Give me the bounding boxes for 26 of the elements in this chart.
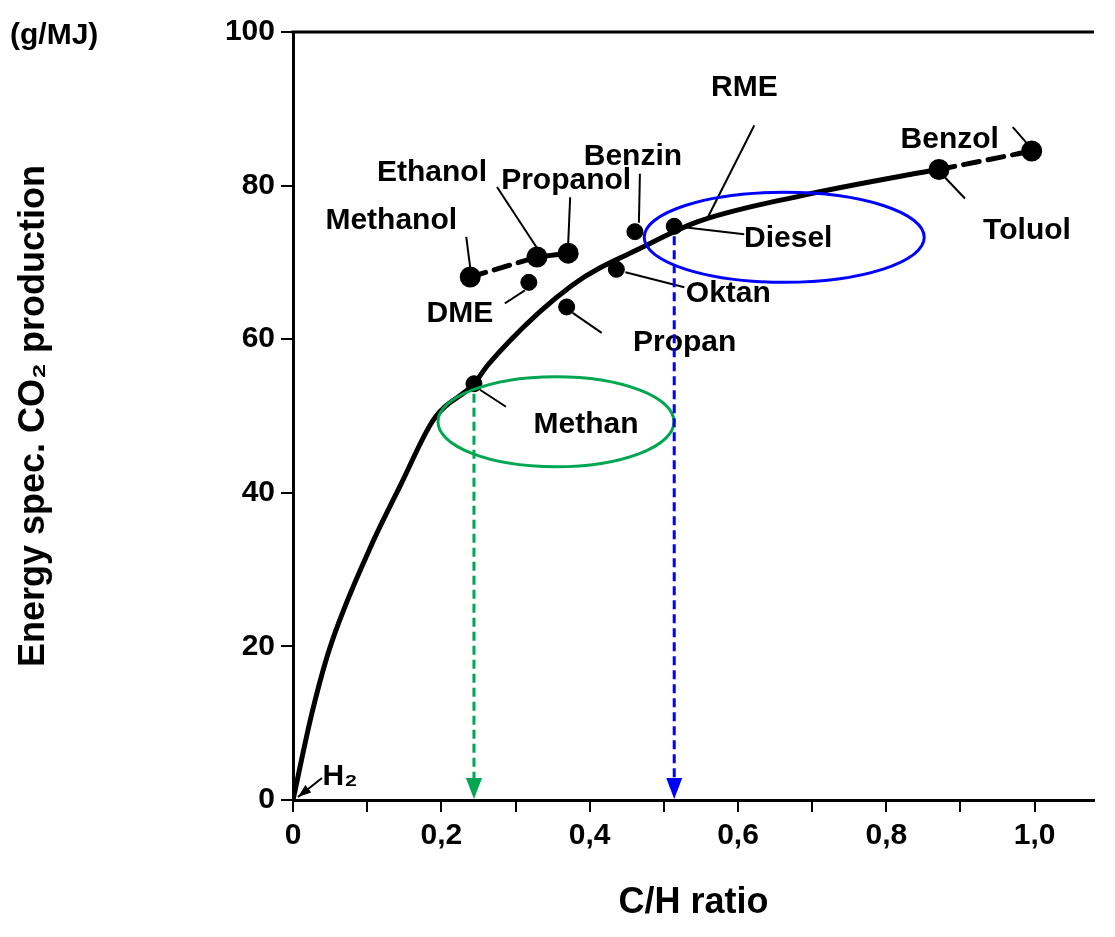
y-tick-label: 60 xyxy=(241,320,275,354)
annotation: Toluol xyxy=(983,211,1071,245)
annotation: Diesel xyxy=(744,219,833,253)
annotation: H₂ xyxy=(322,758,358,792)
annotation: RME xyxy=(711,68,778,102)
x-tick-label: 0 xyxy=(284,817,302,851)
x-tick-label: 0,2 xyxy=(420,817,463,851)
annotation: Methanol xyxy=(325,202,458,236)
annotation: Propan xyxy=(633,324,737,358)
y-axis-title: Energy spec. CO₂ production xyxy=(10,164,52,668)
y-tick-label: 0 xyxy=(258,781,275,815)
annotation: Methan xyxy=(533,406,639,440)
x-tick-label: 0,4 xyxy=(568,817,611,851)
text: (g/MJ) xyxy=(10,17,99,51)
x-tick-label: 0,8 xyxy=(865,817,908,851)
y-tick-label: 80 xyxy=(241,166,275,200)
x-tick-label: 0,6 xyxy=(717,817,759,851)
annotation: Benzol xyxy=(900,121,999,155)
x-axis-title: C/H ratio xyxy=(618,880,769,922)
x-tick-label: 1,0 xyxy=(1013,817,1056,851)
y-tick-label: 100 xyxy=(224,13,275,47)
y-tick-label: 40 xyxy=(241,474,275,508)
annotation: Ethanol xyxy=(377,154,488,188)
y-tick-label: 20 xyxy=(241,627,275,661)
annotation: DME xyxy=(426,294,494,328)
annotation: Oktan xyxy=(685,274,771,308)
